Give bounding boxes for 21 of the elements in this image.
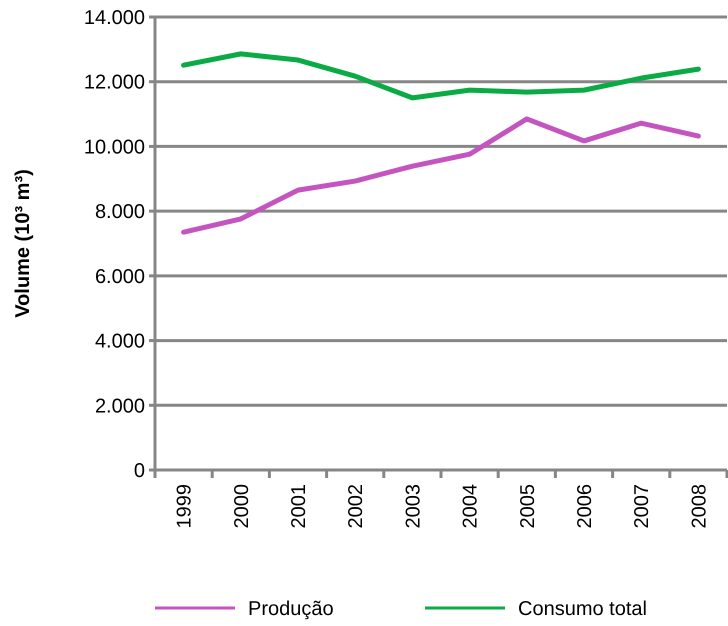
y-tick-label: 8.000 [94, 201, 145, 224]
y-tick-label: 4.000 [94, 330, 145, 353]
y-axis-title: Volume (10³ m³) [12, 169, 34, 318]
y-tick-label: 14.000 [84, 7, 145, 29]
x-tick-label: 2001 [288, 484, 310, 528]
y-tick-label: 10.000 [84, 136, 145, 158]
x-tick-label: 2008 [688, 484, 710, 528]
x-tick-label: 1999 [174, 484, 196, 528]
x-tick-label: 2005 [516, 484, 539, 528]
x-tick-label: 2003 [402, 484, 424, 528]
y-tick-label: 12.000 [84, 72, 145, 94]
x-tick-label: 2004 [460, 484, 482, 528]
y-tick-label: 6.000 [94, 266, 145, 288]
x-tick-label: 2000 [230, 484, 253, 528]
y-tick-label: 0 [134, 460, 145, 482]
x-tick-label: 2007 [631, 484, 654, 528]
legend-label: Produção [248, 598, 334, 620]
x-tick-label: 2006 [574, 484, 596, 528]
legend-label: Consumo total [518, 598, 647, 620]
x-tick-label: 2002 [345, 484, 368, 528]
y-tick-label: 2.000 [94, 395, 145, 418]
